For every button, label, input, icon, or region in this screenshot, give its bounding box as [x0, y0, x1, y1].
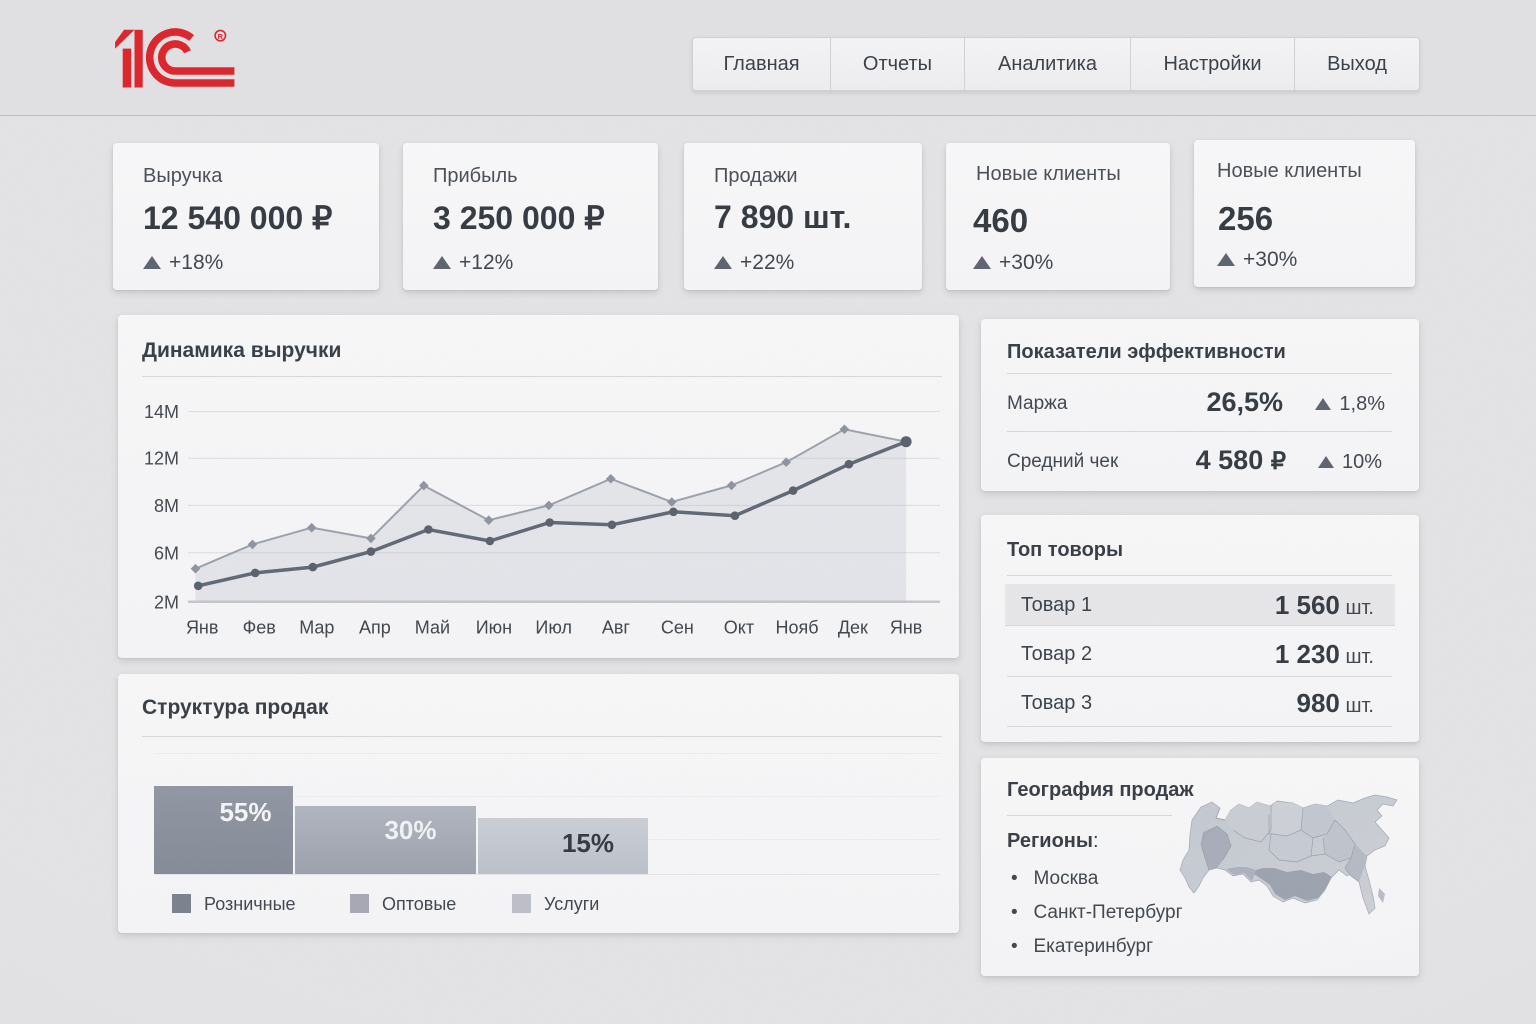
svg-text:R: R — [218, 32, 224, 41]
svg-text:Фев: Фев — [243, 617, 276, 637]
svg-text:Апр: Апр — [359, 617, 391, 637]
svg-text:6M: 6M — [154, 543, 179, 563]
svg-text:2M: 2M — [154, 592, 179, 612]
svg-text:Янв: Янв — [186, 617, 219, 637]
svg-text:Мар: Мар — [299, 617, 334, 637]
svg-text:12M: 12M — [144, 449, 179, 469]
svg-text:Май: Май — [415, 617, 450, 637]
svg-text:Дек: Дек — [838, 617, 868, 637]
svg-text:Июл: Июл — [535, 617, 572, 637]
svg-text:Сен: Сен — [661, 617, 694, 637]
svg-text:Нояб: Нояб — [776, 617, 819, 637]
svg-text:Авг: Авг — [602, 617, 631, 637]
svg-text:Июн: Июн — [476, 617, 512, 637]
svg-text:Янв: Янв — [890, 617, 923, 637]
svg-text:8M: 8M — [154, 496, 179, 516]
svg-text:Окт: Окт — [724, 617, 754, 637]
svg-text:14M: 14M — [144, 402, 179, 422]
